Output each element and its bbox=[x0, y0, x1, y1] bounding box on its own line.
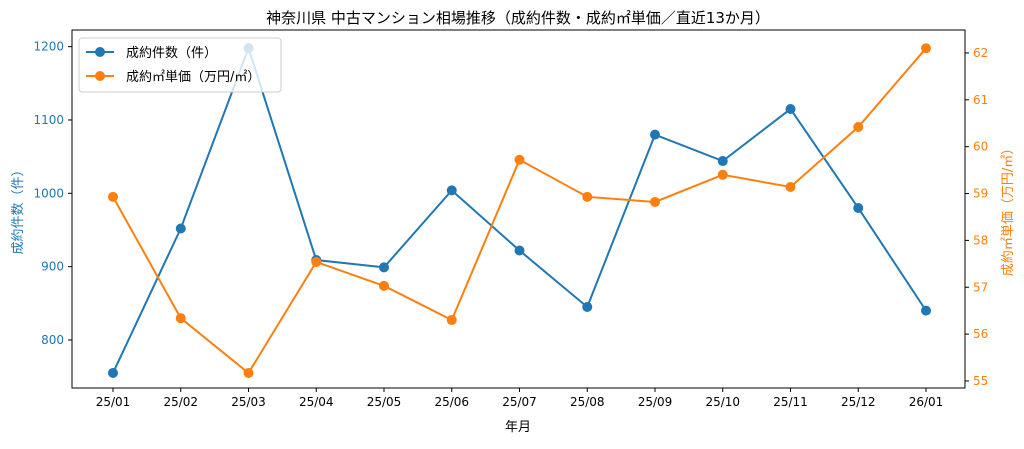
y-tick-label-left: 1200 bbox=[33, 40, 64, 54]
x-tick-label: 25/02 bbox=[163, 395, 198, 409]
legend-label-count: 成約件数（件） bbox=[126, 46, 217, 61]
legend-label-price: 成約㎡単価（万円/㎡） bbox=[126, 69, 260, 85]
x-tick-label: 25/10 bbox=[705, 395, 740, 409]
data-point bbox=[650, 196, 660, 207]
x-tick-label: 25/09 bbox=[638, 395, 673, 409]
data-point bbox=[853, 121, 864, 132]
y-axis-label-right: 成約㎡単価（万円/㎡） bbox=[1000, 142, 1016, 276]
y-tick-label-right: 58 bbox=[973, 233, 988, 247]
x-axis-label: 年月 bbox=[505, 420, 531, 435]
y-tick-label-right: 60 bbox=[973, 140, 988, 154]
data-point bbox=[921, 43, 931, 54]
data-point bbox=[379, 280, 389, 291]
data-point bbox=[785, 181, 796, 192]
plot-area bbox=[71, 29, 966, 389]
data-point bbox=[446, 315, 457, 326]
data-point bbox=[921, 305, 931, 316]
x-tick-label: 25/12 bbox=[841, 395, 876, 409]
y-tick-label-right: 61 bbox=[973, 93, 988, 107]
legend-marker-price bbox=[95, 71, 105, 81]
data-point bbox=[514, 154, 525, 165]
x-tick-label: 25/01 bbox=[96, 395, 131, 409]
series-line bbox=[112, 47, 927, 375]
y-tick-label-right: 62 bbox=[973, 46, 988, 60]
x-tick-label: 25/03 bbox=[231, 395, 266, 409]
series-count bbox=[108, 43, 931, 378]
x-tick-label: 26/01 bbox=[909, 395, 944, 409]
data-point bbox=[785, 103, 796, 114]
data-point bbox=[582, 301, 593, 312]
data-point bbox=[108, 191, 118, 202]
y-tick-label-left: 1000 bbox=[33, 186, 64, 200]
data-point bbox=[853, 202, 864, 213]
y-tick-label-right: 57 bbox=[973, 280, 988, 294]
data-point bbox=[717, 156, 728, 167]
data-point bbox=[514, 245, 525, 256]
y-axis-label-left: 成約件数（件） bbox=[11, 163, 26, 254]
y-tick-label-right: 55 bbox=[973, 374, 988, 388]
x-tick-label: 25/05 bbox=[367, 395, 402, 409]
data-point bbox=[582, 191, 593, 202]
legend-box bbox=[78, 37, 282, 93]
x-tick-label: 25/07 bbox=[502, 395, 537, 409]
data-point bbox=[650, 129, 660, 140]
x-tick-label: 25/04 bbox=[299, 395, 334, 409]
series-line bbox=[112, 45, 927, 374]
y-tick-label-right: 59 bbox=[973, 187, 988, 201]
data-point bbox=[717, 169, 728, 180]
data-point bbox=[379, 262, 389, 273]
y-tick-label-right: 56 bbox=[973, 327, 988, 341]
legend-marker-count bbox=[95, 47, 105, 57]
y-tick-label-left: 1100 bbox=[33, 113, 64, 127]
data-point bbox=[108, 367, 118, 378]
x-tick-label: 25/08 bbox=[570, 395, 605, 409]
data-point bbox=[175, 223, 186, 234]
chart-title: 神奈川県 中古マンション相場推移（成約件数・成約㎡単価／直近13か月） bbox=[266, 9, 770, 27]
series-price bbox=[108, 43, 931, 379]
y-tick-label-left: 900 bbox=[41, 260, 64, 274]
x-tick-label: 25/11 bbox=[773, 395, 808, 409]
x-tick-label: 25/06 bbox=[434, 395, 469, 409]
legend: 成約件数（件） 成約㎡単価（万円/㎡） bbox=[78, 37, 282, 93]
data-point bbox=[175, 313, 186, 324]
data-point bbox=[243, 368, 254, 379]
data-point bbox=[311, 256, 322, 267]
y-tick-label-left: 800 bbox=[41, 333, 64, 347]
data-point bbox=[446, 185, 457, 196]
